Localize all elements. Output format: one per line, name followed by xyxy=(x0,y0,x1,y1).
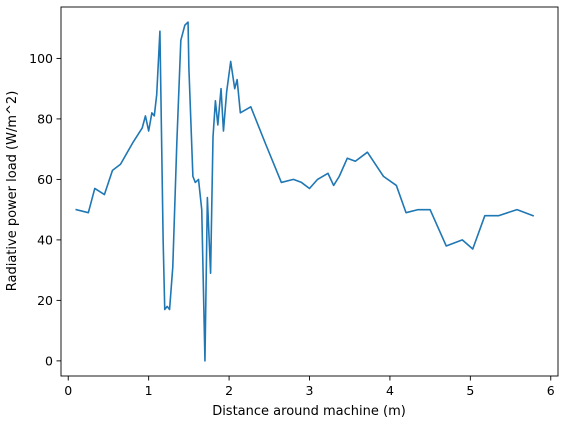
x-tick-label: 0 xyxy=(64,383,72,398)
series-layer xyxy=(75,21,535,362)
x-tick-label: 1 xyxy=(145,383,153,398)
y-tick-label: 60 xyxy=(37,172,53,187)
x-axis: 0 1 2 3 4 5 6 xyxy=(64,376,555,398)
x-tick-label: 3 xyxy=(306,383,314,398)
y-tick-label: 20 xyxy=(37,293,53,308)
x-tick-label: 5 xyxy=(466,383,474,398)
x-axis-label: Distance around machine (m) xyxy=(212,404,406,419)
x-tick-label: 4 xyxy=(386,383,394,398)
x-tick-label: 6 xyxy=(547,383,555,398)
y-tick-label: 100 xyxy=(29,51,53,66)
series-line-1 xyxy=(75,21,535,362)
y-tick-label: 80 xyxy=(37,111,53,126)
y-tick-label: 0 xyxy=(45,353,53,368)
x-tick-label: 2 xyxy=(225,383,233,398)
y-axis: 0 20 40 60 80 100 xyxy=(29,51,61,368)
y-axis-label: Radiative power load (W/m^2) xyxy=(5,91,20,292)
y-tick-label: 40 xyxy=(37,232,53,247)
